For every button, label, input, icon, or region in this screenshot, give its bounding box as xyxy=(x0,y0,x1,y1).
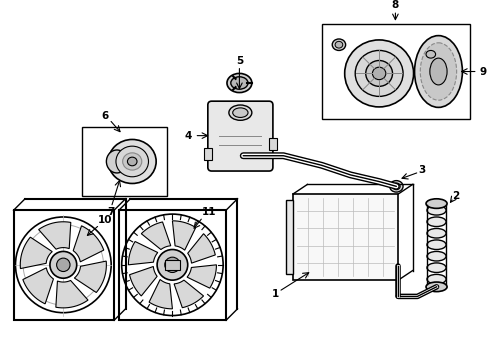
Ellipse shape xyxy=(415,36,463,107)
Circle shape xyxy=(157,249,188,280)
Text: 4: 4 xyxy=(184,131,192,141)
Text: 10: 10 xyxy=(98,215,113,225)
Circle shape xyxy=(57,258,70,271)
Ellipse shape xyxy=(227,73,252,93)
Text: 3: 3 xyxy=(418,165,426,175)
Ellipse shape xyxy=(426,282,447,292)
Bar xyxy=(204,148,212,159)
Polygon shape xyxy=(20,237,52,269)
Ellipse shape xyxy=(233,108,248,117)
Ellipse shape xyxy=(392,183,400,190)
Ellipse shape xyxy=(426,199,447,208)
Ellipse shape xyxy=(427,206,446,215)
Polygon shape xyxy=(129,266,157,296)
Polygon shape xyxy=(187,265,217,288)
Ellipse shape xyxy=(372,67,386,80)
Polygon shape xyxy=(39,222,71,249)
Text: 8: 8 xyxy=(392,0,399,9)
Ellipse shape xyxy=(231,77,248,89)
Ellipse shape xyxy=(426,50,436,58)
Ellipse shape xyxy=(108,139,156,184)
Bar xyxy=(14,210,114,320)
Ellipse shape xyxy=(229,105,252,120)
Text: 9: 9 xyxy=(480,67,487,77)
Polygon shape xyxy=(174,280,203,308)
Ellipse shape xyxy=(116,146,148,177)
Ellipse shape xyxy=(344,40,414,107)
Bar xyxy=(293,194,398,280)
Ellipse shape xyxy=(430,58,447,85)
Polygon shape xyxy=(56,280,88,308)
Text: 1: 1 xyxy=(272,289,279,300)
Ellipse shape xyxy=(427,274,446,284)
Bar xyxy=(322,24,470,120)
Polygon shape xyxy=(149,279,172,309)
Ellipse shape xyxy=(427,240,446,249)
Ellipse shape xyxy=(122,153,142,170)
Bar xyxy=(286,200,293,274)
Polygon shape xyxy=(188,234,215,263)
Ellipse shape xyxy=(332,39,345,50)
Polygon shape xyxy=(23,268,53,304)
Text: 2: 2 xyxy=(452,191,459,201)
Bar xyxy=(165,260,180,270)
Text: 7: 7 xyxy=(107,207,115,217)
Ellipse shape xyxy=(427,217,446,226)
Circle shape xyxy=(165,257,180,273)
Ellipse shape xyxy=(420,43,457,100)
Ellipse shape xyxy=(127,157,137,166)
Polygon shape xyxy=(73,226,104,262)
Polygon shape xyxy=(128,242,158,265)
Text: 11: 11 xyxy=(201,207,216,217)
Ellipse shape xyxy=(390,181,403,192)
Ellipse shape xyxy=(335,41,343,48)
Text: 6: 6 xyxy=(102,111,109,121)
Ellipse shape xyxy=(427,251,446,261)
Circle shape xyxy=(50,251,77,278)
Ellipse shape xyxy=(427,229,446,238)
Ellipse shape xyxy=(106,150,127,173)
Bar xyxy=(269,139,277,150)
Polygon shape xyxy=(141,222,171,249)
Text: 5: 5 xyxy=(236,56,243,66)
Ellipse shape xyxy=(427,263,446,273)
Polygon shape xyxy=(74,261,106,293)
Polygon shape xyxy=(172,221,196,250)
Ellipse shape xyxy=(355,50,403,96)
Bar xyxy=(119,210,226,320)
FancyBboxPatch shape xyxy=(208,101,273,171)
Ellipse shape xyxy=(366,60,392,86)
Bar xyxy=(82,127,167,196)
